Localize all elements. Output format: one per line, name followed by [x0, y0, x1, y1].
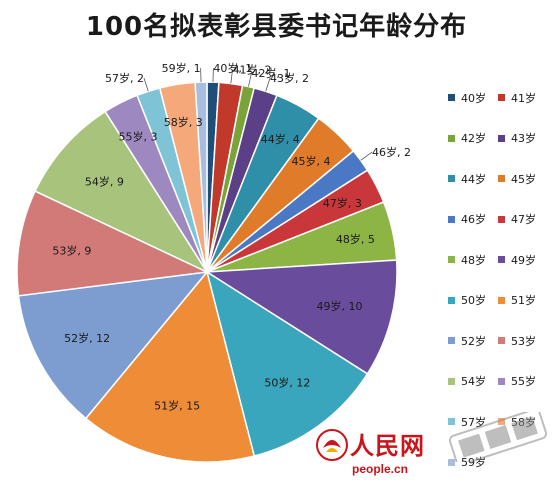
legend-swatch	[448, 175, 455, 182]
legend-label: 51岁	[511, 292, 536, 308]
legend-label: 42岁	[461, 130, 486, 146]
data-label: 59岁, 1	[162, 61, 201, 75]
legend-label: 50岁	[461, 292, 486, 308]
data-label: 57岁, 2	[105, 71, 144, 85]
data-label: 58岁, 3	[164, 115, 203, 129]
data-label: 55岁, 3	[118, 130, 157, 144]
data-label: 43岁, 2	[270, 71, 309, 85]
data-label: 45岁, 4	[292, 154, 331, 168]
legend-swatch	[498, 175, 505, 182]
legend-item: 50岁	[448, 292, 498, 309]
data-label: 53岁, 9	[52, 244, 91, 258]
legend-label: 54岁	[461, 373, 486, 389]
legend-item: 52岁	[448, 332, 498, 349]
data-label: 49岁, 10	[317, 299, 363, 313]
legend-item: 48岁	[448, 251, 498, 268]
legend-label: 43岁	[511, 130, 536, 146]
legend-label: 47岁	[511, 211, 536, 227]
legend-label: 52岁	[461, 333, 486, 349]
watermark-url: people.cn	[352, 462, 408, 476]
people-logo-icon	[315, 428, 349, 462]
legend-label: 55岁	[511, 373, 536, 389]
legend-label: 48岁	[461, 252, 486, 268]
legend-swatch	[498, 94, 505, 101]
legend-swatch	[448, 337, 455, 344]
data-label: 46岁, 2	[372, 145, 411, 159]
legend-swatch	[448, 256, 455, 263]
legend-swatch	[498, 135, 505, 142]
watermark-brand: 人民网	[350, 426, 425, 461]
legend-item: 45岁	[498, 170, 548, 187]
legend-swatch	[498, 216, 505, 223]
legend-item: 49岁	[498, 251, 548, 268]
legend-item: 41岁	[498, 89, 548, 106]
legend-item: 54岁	[448, 373, 498, 390]
data-label: 54岁, 9	[85, 175, 124, 189]
leader-line	[361, 152, 372, 160]
legend-item: 47岁	[498, 211, 548, 228]
data-label: 48岁, 5	[336, 232, 375, 246]
legend-swatch	[448, 216, 455, 223]
pie-slices	[17, 82, 397, 462]
watermark-stamp-icon	[445, 412, 551, 462]
legend-swatch	[448, 135, 455, 142]
legend-item: 51岁	[498, 292, 548, 309]
legend-item: 42岁	[448, 130, 498, 147]
legend-item: 55岁	[498, 373, 548, 390]
legend-label: 49岁	[511, 252, 536, 268]
legend-swatch	[448, 378, 455, 385]
data-label: 50岁, 12	[264, 376, 310, 390]
legend-label: 45岁	[511, 171, 536, 187]
legend-item: 40岁	[448, 89, 498, 106]
legend-label: 41岁	[511, 90, 536, 106]
legend-label: 53岁	[511, 333, 536, 349]
data-label: 52岁, 12	[64, 331, 110, 345]
legend-swatch	[498, 378, 505, 385]
data-label: 51岁, 15	[154, 399, 200, 413]
legend-swatch	[498, 297, 505, 304]
legend-label: 46岁	[461, 211, 486, 227]
legend-item: 44岁	[448, 170, 498, 187]
data-label: 44岁, 4	[261, 132, 300, 146]
leader-line	[144, 78, 148, 91]
legend-item: 43岁	[498, 130, 548, 147]
legend-item: 46岁	[448, 211, 498, 228]
legend-swatch	[448, 94, 455, 101]
legend-swatch	[498, 337, 505, 344]
legend-label: 40岁	[461, 90, 486, 106]
legend-label: 44岁	[461, 171, 486, 187]
data-label: 47岁, 3	[323, 196, 362, 210]
legend-item: 53岁	[498, 332, 548, 349]
legend-swatch	[498, 256, 505, 263]
legend-swatch	[448, 297, 455, 304]
